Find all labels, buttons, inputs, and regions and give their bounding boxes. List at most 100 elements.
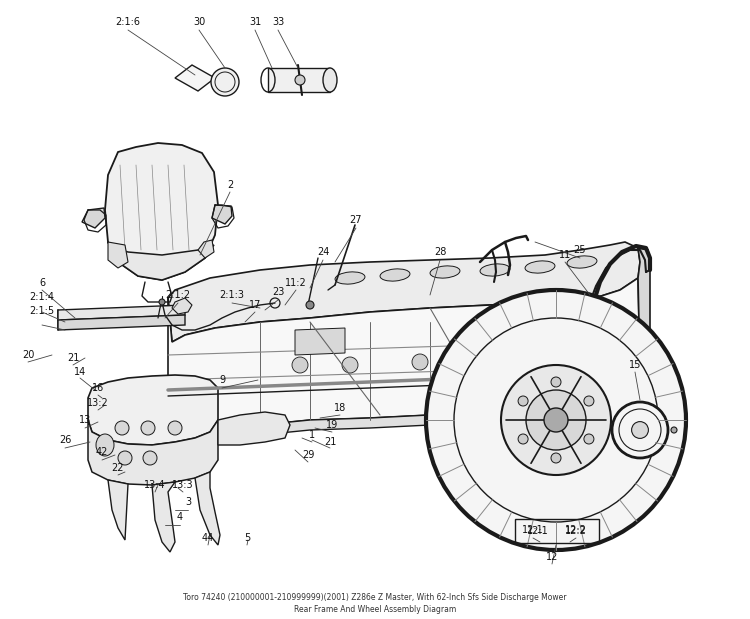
Polygon shape <box>108 242 128 268</box>
Circle shape <box>612 402 668 458</box>
Polygon shape <box>108 242 214 280</box>
Polygon shape <box>172 298 192 314</box>
Polygon shape <box>638 248 650 395</box>
Text: 22: 22 <box>112 463 125 473</box>
Text: 12:1: 12:1 <box>527 526 549 536</box>
Circle shape <box>118 451 132 465</box>
Text: 3: 3 <box>185 497 191 507</box>
Circle shape <box>602 347 618 363</box>
Circle shape <box>141 421 155 435</box>
Text: 29: 29 <box>302 450 314 460</box>
Polygon shape <box>105 143 218 280</box>
Text: 12:1: 12:1 <box>522 525 544 535</box>
Circle shape <box>671 427 677 433</box>
Circle shape <box>306 301 314 309</box>
Polygon shape <box>88 420 218 485</box>
Ellipse shape <box>380 269 410 281</box>
Polygon shape <box>175 65 215 91</box>
Circle shape <box>342 357 358 373</box>
Text: 20: 20 <box>22 350 34 360</box>
Text: 24: 24 <box>316 247 329 257</box>
Polygon shape <box>195 472 220 545</box>
Circle shape <box>584 396 594 406</box>
Polygon shape <box>218 412 290 445</box>
Text: 21: 21 <box>324 437 336 447</box>
Polygon shape <box>58 305 185 320</box>
Ellipse shape <box>96 434 114 456</box>
Text: 2:1:5: 2:1:5 <box>29 306 55 316</box>
Text: Toro 74240 (210000001-210999999)(2001) Z286e Z Master, With 62-Inch Sfs Side Dis: Toro 74240 (210000001-210999999)(2001) Z… <box>183 594 567 602</box>
Circle shape <box>632 422 649 438</box>
Ellipse shape <box>335 272 365 284</box>
Ellipse shape <box>430 266 460 278</box>
Polygon shape <box>168 278 640 428</box>
Circle shape <box>501 365 611 475</box>
Text: 28: 28 <box>433 247 446 257</box>
Text: 12:2: 12:2 <box>565 526 587 536</box>
Text: 13:2: 13:2 <box>87 398 109 408</box>
Text: 19: 19 <box>326 420 338 430</box>
Circle shape <box>552 350 568 366</box>
Circle shape <box>482 352 498 368</box>
Text: 2:1:2: 2:1:2 <box>166 290 190 300</box>
Ellipse shape <box>567 256 597 268</box>
Circle shape <box>412 354 428 370</box>
Polygon shape <box>168 242 640 342</box>
Polygon shape <box>295 328 345 355</box>
Text: e-ReplacementParts.com: e-ReplacementParts.com <box>296 313 454 326</box>
Text: 31: 31 <box>249 17 261 27</box>
Circle shape <box>518 396 528 406</box>
Text: 25: 25 <box>574 245 586 255</box>
Polygon shape <box>152 482 175 552</box>
Text: 12: 12 <box>546 552 558 562</box>
Polygon shape <box>268 68 330 92</box>
Circle shape <box>544 408 568 432</box>
Text: 33: 33 <box>272 17 284 27</box>
Text: 13:3: 13:3 <box>172 480 194 490</box>
Text: 21: 21 <box>67 353 80 363</box>
Text: 5: 5 <box>244 533 250 543</box>
Text: 2:1:3: 2:1:3 <box>220 290 245 300</box>
Polygon shape <box>198 240 214 258</box>
Text: Rear Frame And Wheel Assembly Diagram: Rear Frame And Wheel Assembly Diagram <box>294 605 456 615</box>
Text: 1: 1 <box>309 430 315 440</box>
Text: 4: 4 <box>177 512 183 522</box>
Text: 9: 9 <box>219 375 225 385</box>
Polygon shape <box>82 208 105 228</box>
Text: 6: 6 <box>39 278 45 288</box>
Polygon shape <box>108 480 128 540</box>
Polygon shape <box>212 205 232 224</box>
Circle shape <box>292 357 308 373</box>
Circle shape <box>526 390 586 450</box>
Ellipse shape <box>480 264 510 276</box>
Circle shape <box>551 453 561 463</box>
Text: 2:1:6: 2:1:6 <box>116 17 140 27</box>
Circle shape <box>159 299 165 305</box>
Text: 30: 30 <box>193 17 205 27</box>
Ellipse shape <box>525 261 555 273</box>
Text: 12:2: 12:2 <box>565 525 587 535</box>
Text: 27: 27 <box>350 215 362 225</box>
Circle shape <box>211 68 239 96</box>
Text: 44: 44 <box>202 533 214 543</box>
Text: 11: 11 <box>559 250 572 260</box>
Text: 26: 26 <box>58 435 71 445</box>
Text: 42: 42 <box>96 447 108 457</box>
Text: 23: 23 <box>272 287 284 297</box>
Text: 15: 15 <box>628 360 641 370</box>
Text: 18: 18 <box>334 403 346 413</box>
Polygon shape <box>88 375 218 445</box>
Polygon shape <box>58 315 185 330</box>
Circle shape <box>143 451 157 465</box>
Text: 16: 16 <box>92 383 104 393</box>
Circle shape <box>584 434 594 444</box>
Ellipse shape <box>323 68 337 92</box>
Polygon shape <box>168 385 640 438</box>
Circle shape <box>426 290 686 550</box>
Text: 13: 13 <box>79 415 92 425</box>
Text: 14: 14 <box>74 367 86 377</box>
Circle shape <box>518 434 528 444</box>
Text: 17: 17 <box>249 300 261 310</box>
Circle shape <box>115 421 129 435</box>
Text: 2: 2 <box>226 180 233 190</box>
